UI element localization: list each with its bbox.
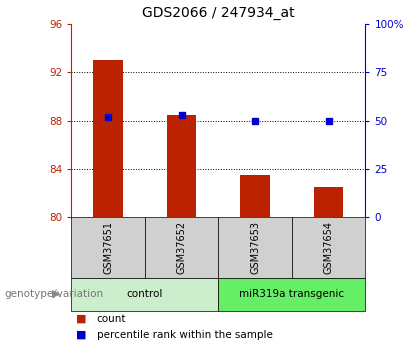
Text: GSM37652: GSM37652 xyxy=(177,221,186,274)
Title: GDS2066 / 247934_at: GDS2066 / 247934_at xyxy=(142,6,295,20)
Text: control: control xyxy=(127,289,163,299)
Text: miR319a transgenic: miR319a transgenic xyxy=(239,289,344,299)
Bar xyxy=(241,175,270,217)
Bar xyxy=(167,115,197,217)
Text: GSM37654: GSM37654 xyxy=(324,221,333,274)
Text: GSM37653: GSM37653 xyxy=(250,221,260,274)
Bar xyxy=(314,187,344,217)
Text: GSM37651: GSM37651 xyxy=(103,221,113,274)
Text: genotype/variation: genotype/variation xyxy=(4,289,103,299)
Text: count: count xyxy=(97,314,126,324)
Text: ▶: ▶ xyxy=(52,289,61,299)
Text: ■: ■ xyxy=(76,314,86,324)
Text: percentile rank within the sample: percentile rank within the sample xyxy=(97,330,273,339)
Text: ■: ■ xyxy=(76,330,86,339)
Bar xyxy=(94,60,123,217)
